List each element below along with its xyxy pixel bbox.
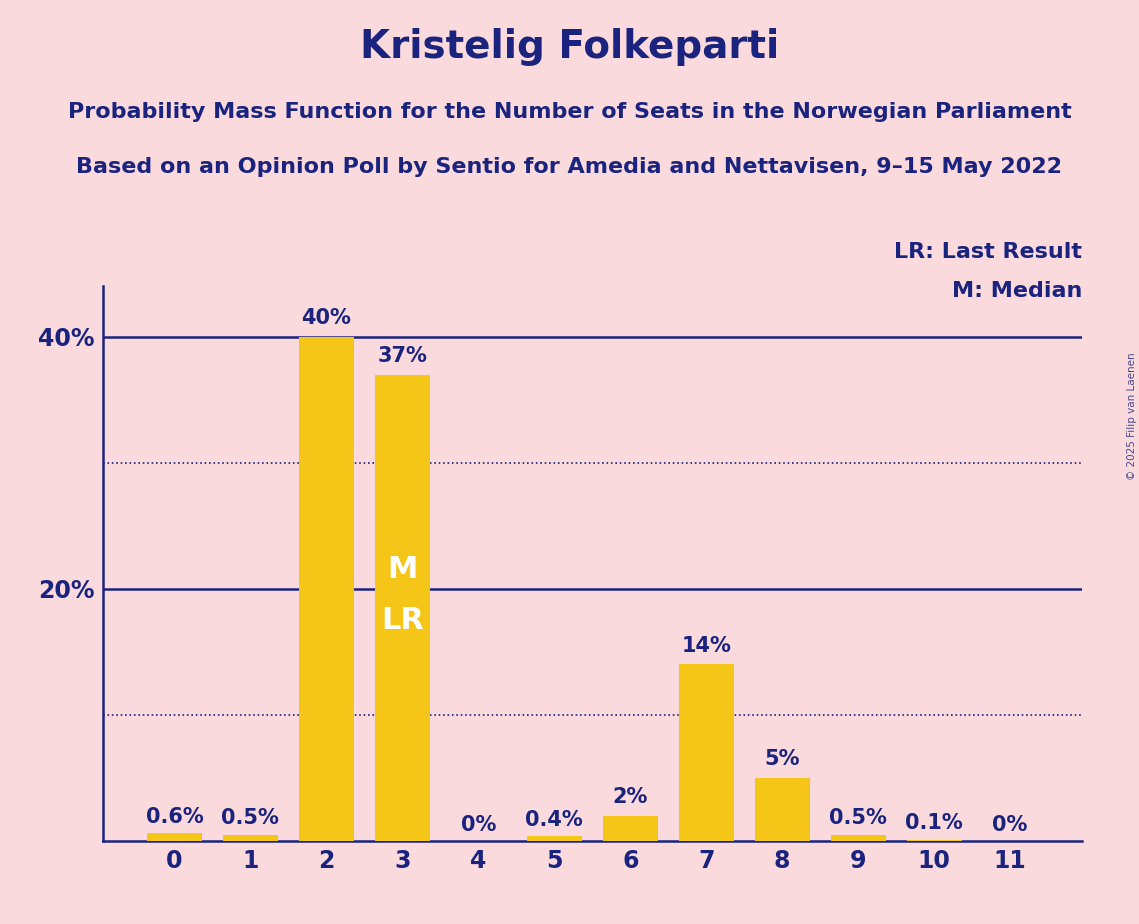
Text: 0.5%: 0.5% xyxy=(221,808,279,828)
Text: 5%: 5% xyxy=(764,749,800,769)
Text: 0%: 0% xyxy=(992,815,1027,834)
Text: 0.1%: 0.1% xyxy=(906,813,964,833)
Text: 0%: 0% xyxy=(460,815,495,834)
Text: 0.4%: 0.4% xyxy=(525,809,583,830)
Bar xyxy=(907,840,961,841)
Bar xyxy=(755,778,810,841)
Text: © 2025 Filip van Laenen: © 2025 Filip van Laenen xyxy=(1126,352,1137,480)
Text: LR: LR xyxy=(380,606,424,635)
Text: 14%: 14% xyxy=(681,636,731,656)
Text: 37%: 37% xyxy=(377,346,427,366)
Text: 2%: 2% xyxy=(613,787,648,807)
Bar xyxy=(679,664,734,841)
Bar xyxy=(375,374,429,841)
Bar xyxy=(300,337,354,841)
Bar xyxy=(147,833,202,841)
Text: Kristelig Folkeparti: Kristelig Folkeparti xyxy=(360,28,779,66)
Text: Based on an Opinion Poll by Sentio for Amedia and Nettavisen, 9–15 May 2022: Based on an Opinion Poll by Sentio for A… xyxy=(76,157,1063,177)
Bar xyxy=(830,834,885,841)
Bar xyxy=(603,816,657,841)
Bar xyxy=(527,836,582,841)
Text: 0.6%: 0.6% xyxy=(146,807,203,827)
Text: Probability Mass Function for the Number of Seats in the Norwegian Parliament: Probability Mass Function for the Number… xyxy=(67,102,1072,122)
Text: 0.5%: 0.5% xyxy=(829,808,887,828)
Text: 40%: 40% xyxy=(302,308,351,328)
Text: M: Median: M: Median xyxy=(952,281,1082,301)
Bar xyxy=(223,834,278,841)
Text: LR: Last Result: LR: Last Result xyxy=(894,242,1082,262)
Text: M: M xyxy=(387,555,418,585)
